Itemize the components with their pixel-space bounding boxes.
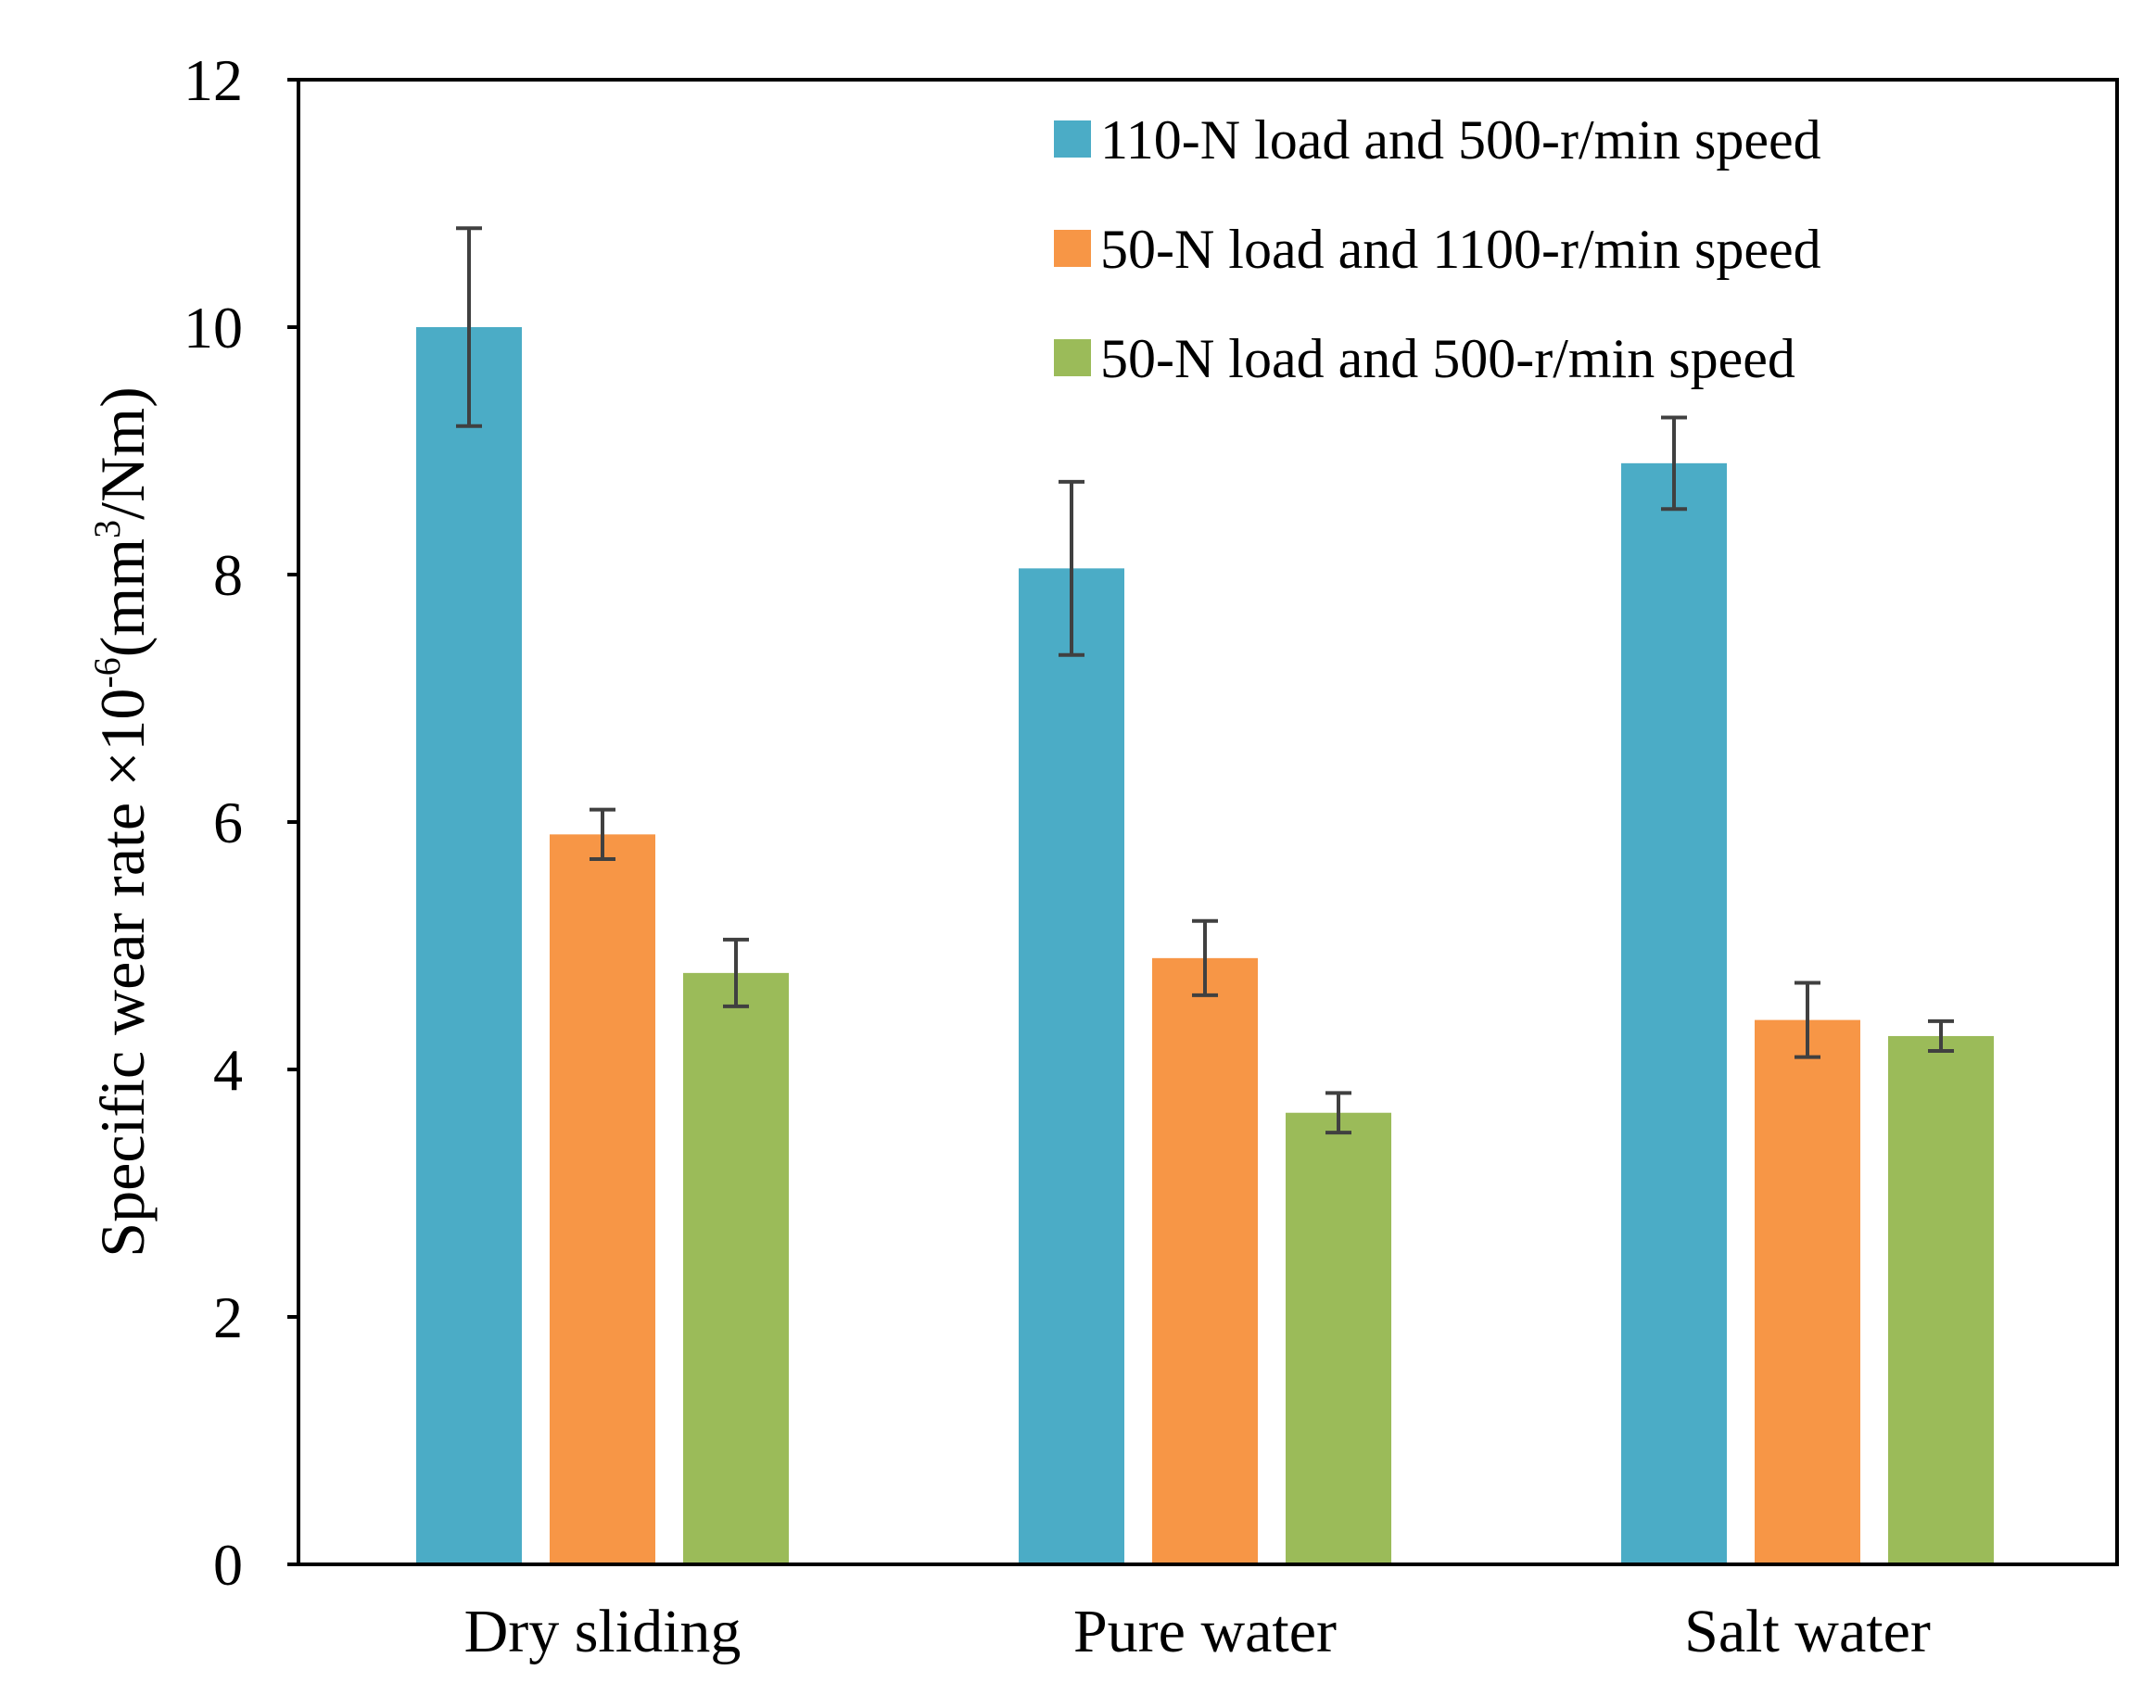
y-tick-label: 10 — [184, 295, 243, 361]
legend-label: 110-N load and 500-r/min speed — [1100, 109, 1821, 171]
y-tick-label: 2 — [213, 1284, 243, 1350]
error-bar-series-1-salt-water — [1661, 415, 1687, 512]
y-tick-label: 12 — [184, 47, 243, 113]
x-axis-categories: Dry sliding Pure water Salt water — [464, 1598, 1931, 1665]
y-axis-title-unit-close: /Nm) — [87, 386, 158, 520]
y-tick-label: 6 — [213, 790, 243, 855]
legend-swatch — [1054, 230, 1091, 267]
y-axis-title-unit-exponent: 3 — [86, 520, 128, 538]
y-tick-label: 4 — [213, 1037, 243, 1103]
bar-series-3-dry-sliding — [683, 972, 789, 1564]
legend-label: 50-N load and 500-r/min speed — [1100, 328, 1795, 389]
legend-swatch — [1054, 120, 1091, 158]
bar-series-1-pure-water — [1019, 568, 1124, 1565]
error-bar-series-1-dry-sliding — [456, 226, 482, 428]
legend-label: 50-N load and 1100-r/min speed — [1100, 219, 1821, 280]
legend-item-2: 50-N load and 1100-r/min speed — [1054, 219, 1821, 280]
legend-item-1: 110-N load and 500-r/min speed — [1054, 109, 1821, 171]
bar-series-1-salt-water — [1621, 462, 1727, 1565]
bar-series-2-dry-sliding — [550, 834, 655, 1564]
y-axis-title-unit-open: (mm — [87, 538, 158, 657]
y-tick-label: 8 — [213, 542, 243, 608]
x-category-label: Salt water — [1684, 1598, 1931, 1665]
error-bar-series-3-dry-sliding — [723, 937, 749, 1008]
bar-series-3-pure-water — [1286, 1112, 1391, 1564]
y-axis-ticks: 0 2 4 6 8 10 12 — [184, 47, 298, 1598]
error-bar-series-1-pure-water — [1059, 479, 1084, 657]
bars-layer — [416, 327, 1994, 1565]
error-bars-layer — [456, 226, 1954, 1135]
y-axis-title: Specific wear rate ×10-6(mm3/Nm) — [86, 386, 158, 1257]
error-bar-series-3-pure-water — [1325, 1091, 1351, 1135]
legend-item-3: 50-N load and 500-r/min speed — [1054, 328, 1795, 389]
error-bar-series-2-dry-sliding — [590, 807, 615, 862]
bar-series-2-salt-water — [1755, 1019, 1860, 1564]
legend: 110-N load and 500-r/min speed 50-N load … — [1054, 109, 1821, 389]
y-axis-title-prefix: Specific wear rate ×10 — [87, 689, 158, 1258]
y-tick-label: 0 — [213, 1532, 243, 1598]
x-category-label: Pure water — [1073, 1598, 1337, 1665]
bar-series-2-pure-water — [1152, 957, 1258, 1564]
x-category-label: Dry sliding — [464, 1598, 742, 1665]
bar-series-3-salt-water — [1888, 1035, 1994, 1564]
bar-series-1-dry-sliding — [416, 327, 522, 1564]
error-bar-series-3-salt-water — [1928, 1018, 1954, 1053]
legend-swatch — [1054, 339, 1091, 376]
y-axis-title-exponent: -6 — [86, 657, 128, 688]
error-bar-series-2-salt-water — [1795, 981, 1820, 1059]
error-bar-series-2-pure-water — [1192, 918, 1218, 997]
